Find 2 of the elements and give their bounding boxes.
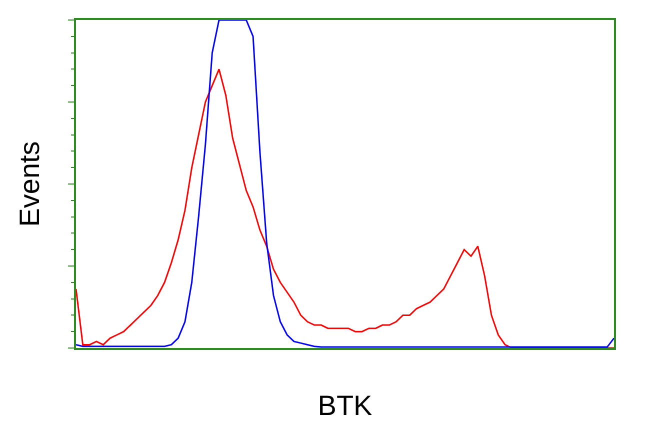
x-axis-title: BTK	[318, 390, 373, 421]
y-axis-title: Events	[14, 141, 46, 227]
